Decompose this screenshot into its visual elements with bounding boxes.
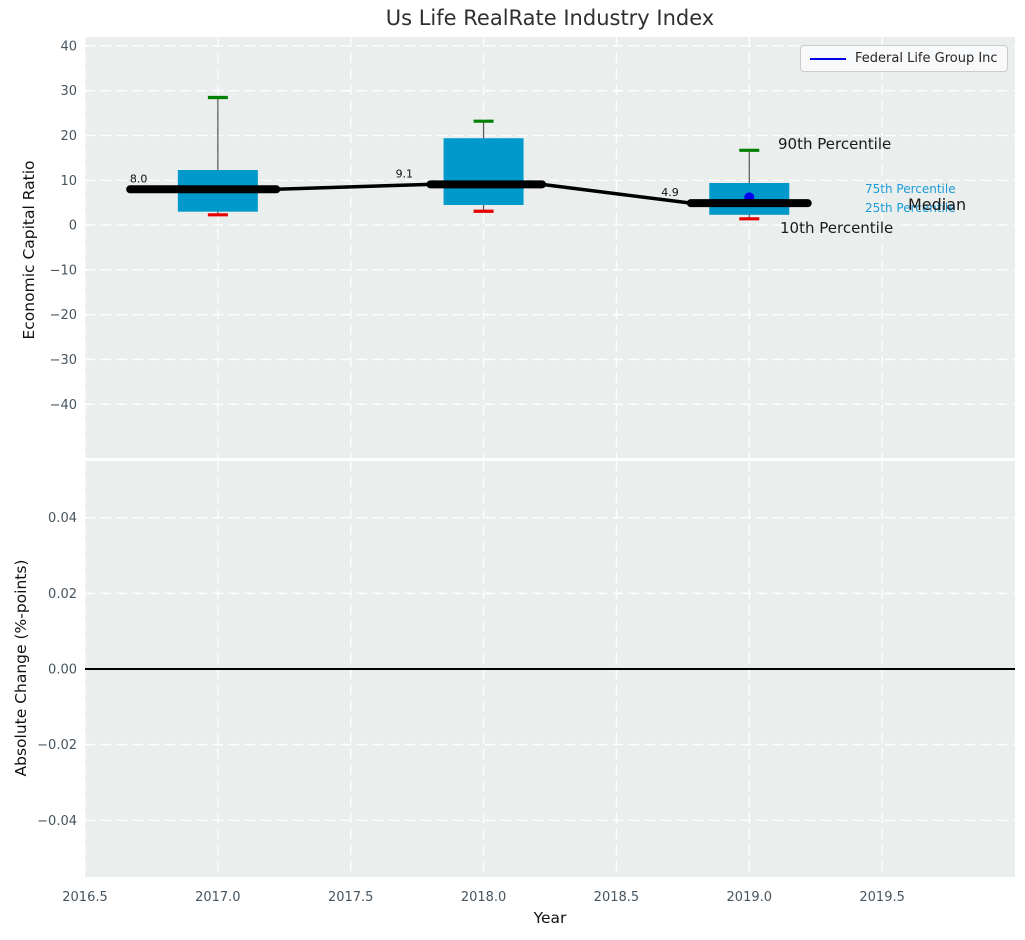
top-y-tick-label: −20 (50, 308, 77, 323)
top-y-tick-label: 0 (69, 219, 77, 234)
x-tick-label: 2019.0 (727, 890, 773, 905)
x-tick-label: 2016.5 (62, 890, 108, 905)
annotation-p25: 25th Percentile (865, 201, 956, 215)
bottom-y-tick-label: 0.00 (48, 663, 77, 678)
annotation-p75: 75th Percentile (865, 182, 956, 196)
bottom-y-tick-label: −0.02 (37, 738, 77, 753)
median-value-label: 4.9 (661, 186, 679, 199)
top-y-axis-label: Economic Capital Ratio (20, 160, 38, 340)
top-y-tick-label: 40 (60, 39, 77, 54)
top-plot-background (85, 37, 1015, 458)
bottom-y-tick-label: −0.04 (37, 814, 77, 829)
annotation-median: Median (908, 195, 966, 214)
top-y-tick-label: 10 (60, 174, 77, 189)
x-tick-label: 2019.5 (859, 890, 905, 905)
chart-title: Us Life RealRate Industry Index (385, 6, 715, 30)
top-y-tick-label: −10 (50, 263, 77, 278)
annotation-p10: 10th Percentile (780, 219, 893, 237)
top-y-tick-label: 20 (60, 129, 77, 144)
legend: Federal Life Group Inc (800, 45, 1008, 72)
x-tick-label: 2018.0 (461, 890, 507, 905)
bottom-y-axis-label: Absolute Change (%-points) (12, 559, 30, 777)
median-value-label: 9.1 (396, 167, 414, 180)
median-value-label: 8.0 (130, 172, 148, 185)
top-y-tick-label: −30 (50, 353, 77, 368)
top-y-tick-label: −40 (50, 398, 77, 413)
median-connector-line (274, 182, 433, 192)
x-axis-label: Year (533, 909, 567, 927)
iqr-box (443, 138, 524, 205)
x-tick-label: 2017.5 (328, 890, 374, 905)
median-connector-line (540, 182, 693, 205)
legend-line-sample (810, 57, 846, 60)
annotation-p90: 90th Percentile (778, 135, 891, 153)
top-y-tick-label: 30 (60, 84, 77, 99)
bottom-y-tick-label: 0.04 (48, 511, 77, 526)
x-tick-label: 2018.5 (594, 890, 640, 905)
legend-label: Federal Life Group Inc (855, 51, 998, 66)
bottom-y-tick-label: 0.02 (48, 587, 77, 602)
x-tick-label: 2017.0 (195, 890, 241, 905)
